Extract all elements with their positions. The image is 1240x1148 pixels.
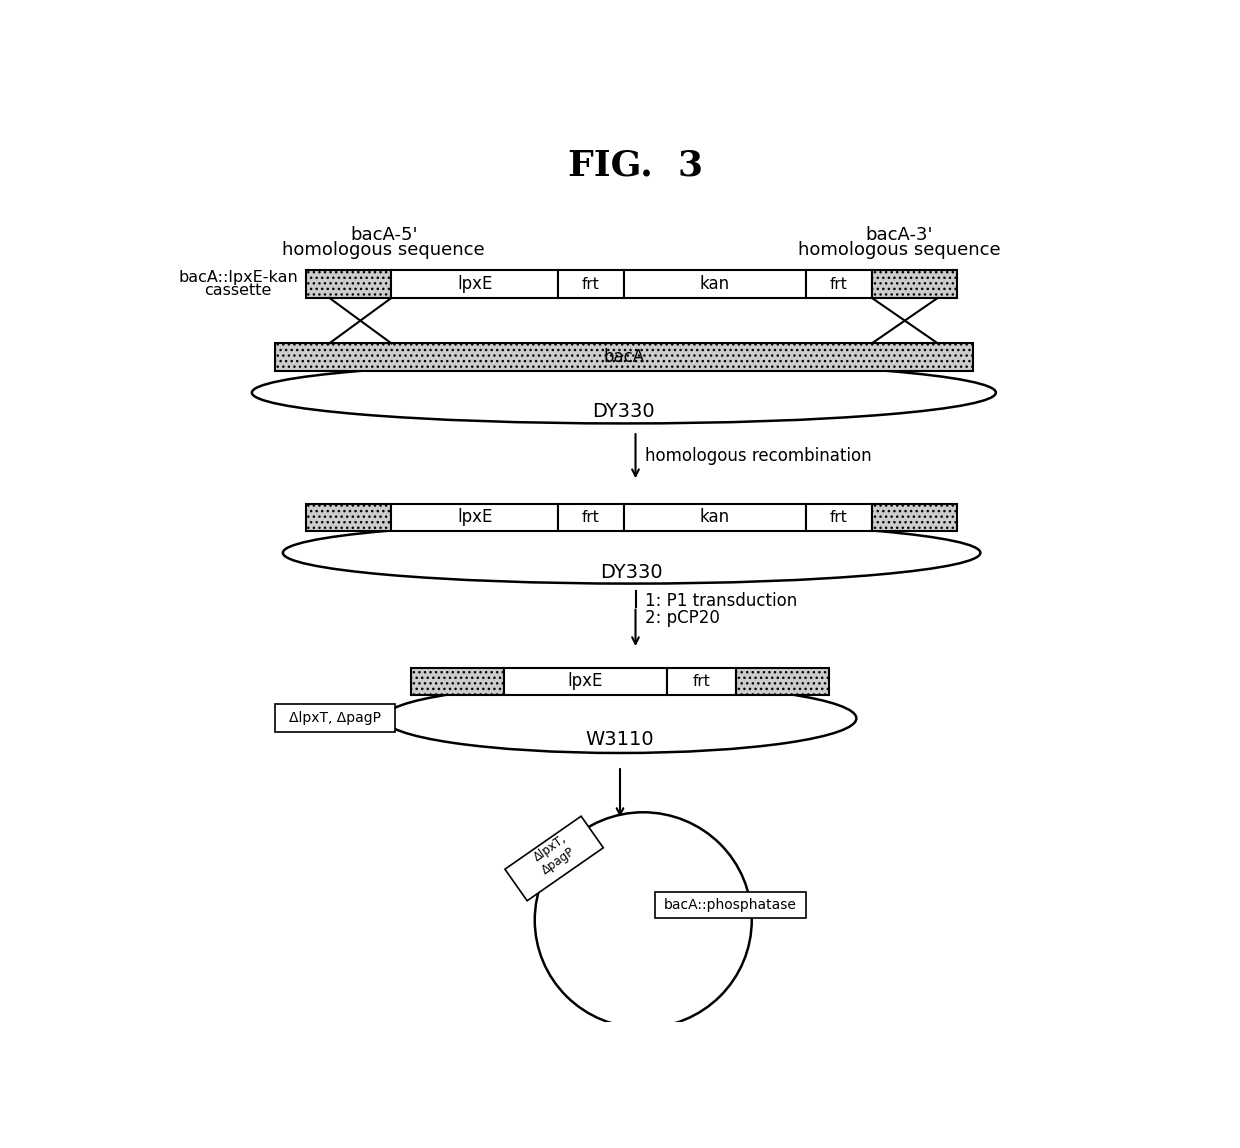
Bar bbox=[306, 270, 392, 298]
Bar bbox=[275, 343, 972, 371]
Text: DY330: DY330 bbox=[593, 403, 655, 421]
Bar bbox=[655, 892, 806, 917]
Bar bbox=[410, 667, 503, 696]
Bar bbox=[806, 504, 872, 532]
Text: FIG.  3: FIG. 3 bbox=[568, 148, 703, 183]
Bar bbox=[306, 504, 392, 532]
Bar bbox=[872, 504, 957, 532]
Text: W3110: W3110 bbox=[585, 730, 655, 750]
Text: ΔlpxT,
ΔpagP: ΔlpxT, ΔpagP bbox=[531, 832, 578, 877]
Text: homologous sequence: homologous sequence bbox=[797, 241, 1001, 259]
Text: lpxE: lpxE bbox=[568, 673, 603, 690]
Text: frt: frt bbox=[582, 510, 600, 525]
Text: bacA::lpxE-kan: bacA::lpxE-kan bbox=[179, 270, 298, 285]
Text: 1: P1 transduction: 1: P1 transduction bbox=[645, 591, 797, 610]
Bar bbox=[667, 667, 737, 696]
Text: ΔlpxT, ΔpagP: ΔlpxT, ΔpagP bbox=[289, 712, 381, 726]
Text: kan: kan bbox=[699, 509, 730, 527]
Text: homologous sequence: homologous sequence bbox=[283, 241, 485, 259]
Text: bacA::phosphatase: bacA::phosphatase bbox=[663, 898, 797, 912]
Text: lpxE: lpxE bbox=[458, 276, 492, 293]
Text: frt: frt bbox=[830, 510, 848, 525]
Bar bbox=[872, 270, 957, 298]
Bar bbox=[806, 270, 872, 298]
Bar bbox=[558, 270, 624, 298]
Text: homologous recombination: homologous recombination bbox=[645, 448, 872, 465]
Bar bbox=[505, 816, 604, 901]
Text: DY330: DY330 bbox=[600, 563, 663, 582]
Text: lpxE: lpxE bbox=[458, 509, 492, 527]
Text: bacA-3': bacA-3' bbox=[866, 226, 932, 245]
Bar bbox=[392, 270, 558, 298]
Bar bbox=[624, 504, 806, 532]
Text: frt: frt bbox=[582, 277, 600, 292]
Text: 2: pCP20: 2: pCP20 bbox=[645, 610, 719, 627]
Bar bbox=[737, 667, 830, 696]
Bar bbox=[392, 504, 558, 532]
Text: bacA: bacA bbox=[604, 348, 645, 366]
Bar bbox=[503, 667, 667, 696]
Bar bbox=[275, 705, 396, 732]
Text: bacA-5': bacA-5' bbox=[350, 226, 418, 245]
Text: cassette: cassette bbox=[205, 284, 272, 298]
Text: kan: kan bbox=[699, 276, 730, 293]
Text: frt: frt bbox=[830, 277, 848, 292]
Text: frt: frt bbox=[692, 674, 711, 689]
Bar bbox=[624, 270, 806, 298]
Bar bbox=[558, 504, 624, 532]
